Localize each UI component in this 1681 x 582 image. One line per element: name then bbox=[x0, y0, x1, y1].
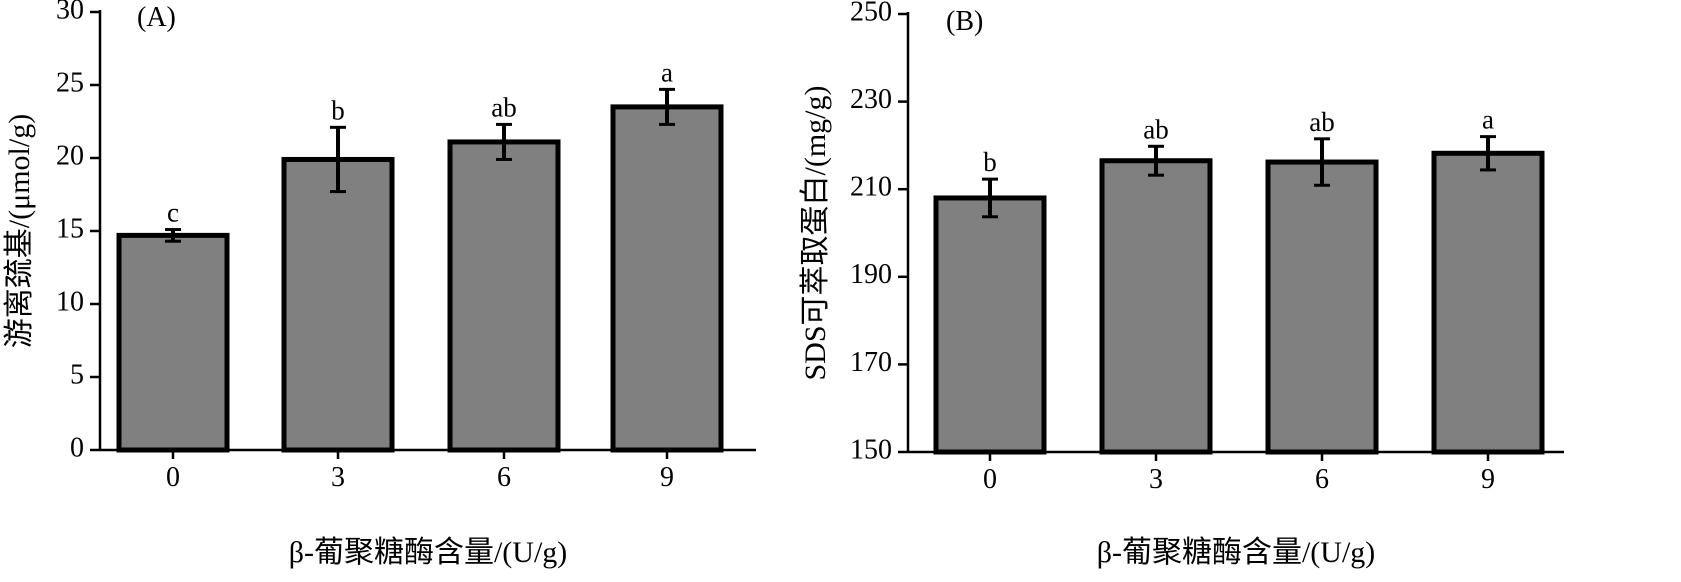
bar bbox=[610, 104, 724, 453]
bar bbox=[281, 156, 395, 453]
y-tick-label: 5 bbox=[70, 359, 84, 390]
y-tick-label: 30 bbox=[56, 0, 84, 25]
y-tick-label: 190 bbox=[850, 259, 892, 290]
error-bar bbox=[496, 122, 512, 161]
bar bbox=[933, 195, 1047, 455]
bar bbox=[1099, 158, 1213, 455]
error-bar bbox=[659, 87, 675, 126]
significance-label: ab bbox=[1143, 114, 1168, 144]
significance-label: c bbox=[167, 198, 179, 228]
significance-label: ab bbox=[491, 92, 516, 122]
significance-label: b bbox=[983, 147, 997, 177]
y-tick-label: 0 bbox=[70, 432, 84, 463]
x-tick-label: 3 bbox=[1149, 464, 1163, 495]
significance-label: b bbox=[331, 95, 345, 125]
y-tick-label: 10 bbox=[56, 286, 84, 317]
error-bar bbox=[982, 177, 998, 219]
significance-label: a bbox=[661, 57, 673, 87]
panel-label: (B) bbox=[946, 6, 983, 37]
error-bar bbox=[1314, 137, 1330, 187]
y-axis-title: SDS可萃取蛋白/(mg/g) bbox=[799, 85, 832, 380]
x-tick-label: 9 bbox=[1481, 464, 1495, 495]
significance-label: a bbox=[1482, 105, 1494, 135]
x-tick-label: 9 bbox=[660, 462, 674, 493]
y-tick-label: 230 bbox=[850, 84, 892, 115]
y-tick-label: 150 bbox=[850, 434, 892, 465]
y-tick-label: 20 bbox=[56, 140, 84, 171]
x-tick-label: 0 bbox=[166, 462, 180, 493]
x-tick-label: 6 bbox=[1315, 464, 1329, 495]
x-tick-label: 3 bbox=[331, 462, 345, 493]
error-bar bbox=[1148, 144, 1164, 177]
chart-panel-b: b ab ab a 150 170 190 210 230 250 0 3 6 9 β-葡聚糖酶含量/(U/… bbox=[799, 0, 1564, 569]
y-axis-title: 游离巯基/(μmol/g) bbox=[3, 114, 36, 348]
y-tick-label: 210 bbox=[850, 172, 892, 203]
y-tick-label: 250 bbox=[850, 0, 892, 27]
x-tick-label: 6 bbox=[497, 462, 511, 493]
bar bbox=[116, 232, 230, 453]
chart-panel-a: c b ab a 0 5 10 15 20 25 30 0 3 6 9 β-葡聚糖酶含量/(U/g) 游离巯基/… bbox=[3, 0, 756, 569]
x-tick-label: 0 bbox=[983, 464, 997, 495]
error-bar bbox=[1480, 135, 1496, 172]
x-axis-title: β-葡聚糖酶含量/(U/g) bbox=[289, 536, 568, 569]
bar bbox=[1265, 159, 1379, 455]
y-tick-label: 170 bbox=[850, 347, 892, 378]
significance-label: ab bbox=[1309, 107, 1334, 137]
error-bar bbox=[165, 228, 181, 243]
x-axis-title: β-葡聚糖酶含量/(U/g) bbox=[1097, 536, 1376, 569]
y-tick-label: 25 bbox=[56, 67, 84, 98]
bar bbox=[1431, 150, 1545, 455]
error-bar bbox=[330, 125, 346, 194]
bar bbox=[447, 139, 561, 453]
y-tick-label: 15 bbox=[56, 213, 84, 244]
panel-label: (A) bbox=[137, 2, 176, 33]
